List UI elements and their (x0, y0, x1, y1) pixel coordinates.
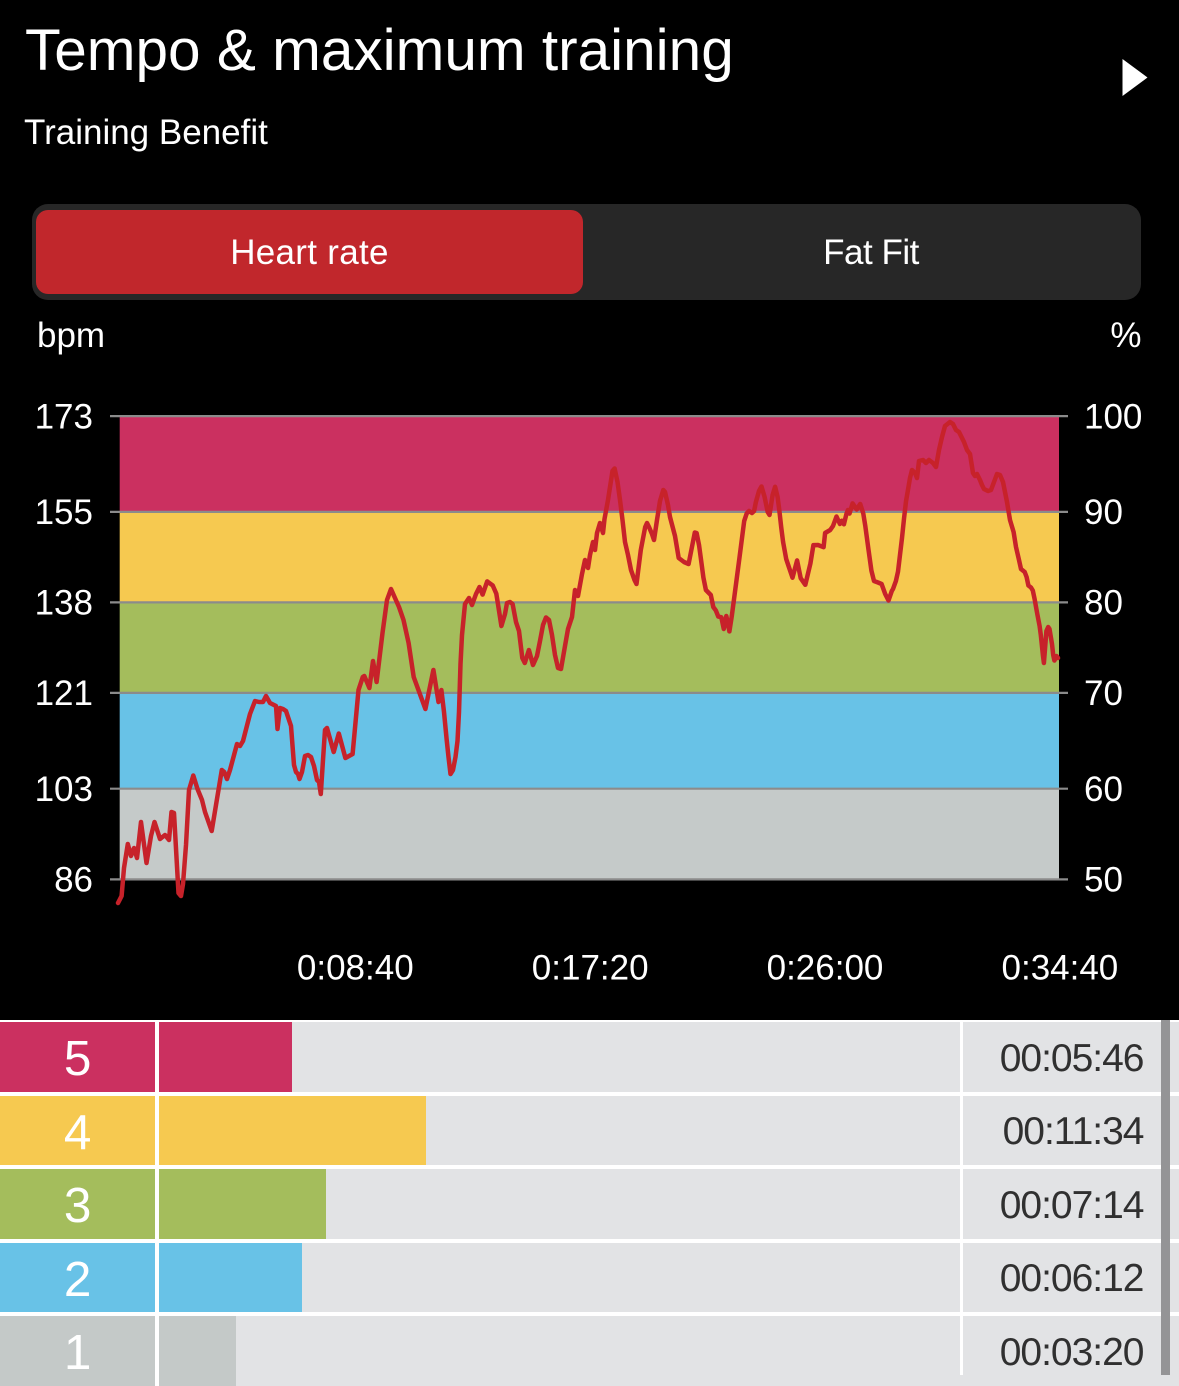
svg-text:0:34:40: 0:34:40 (1002, 949, 1119, 988)
svg-text:80: 80 (1084, 584, 1123, 623)
svg-text:138: 138 (35, 584, 93, 623)
svg-text:155: 155 (35, 493, 93, 532)
svg-text:173: 173 (35, 397, 93, 436)
svg-text:%: % (1110, 316, 1141, 355)
svg-text:100: 100 (1084, 397, 1142, 436)
svg-text:90: 90 (1084, 493, 1123, 532)
svg-text:60: 60 (1084, 770, 1123, 809)
svg-text:86: 86 (54, 861, 93, 900)
svg-text:0:08:40: 0:08:40 (297, 949, 414, 988)
svg-text:bpm: bpm (37, 316, 105, 355)
svg-text:0:17:20: 0:17:20 (532, 949, 649, 988)
svg-text:103: 103 (35, 770, 93, 809)
svg-text:70: 70 (1084, 674, 1123, 713)
svg-text:121: 121 (35, 674, 93, 713)
svg-text:0:26:00: 0:26:00 (767, 949, 884, 988)
svg-text:50: 50 (1084, 861, 1123, 900)
